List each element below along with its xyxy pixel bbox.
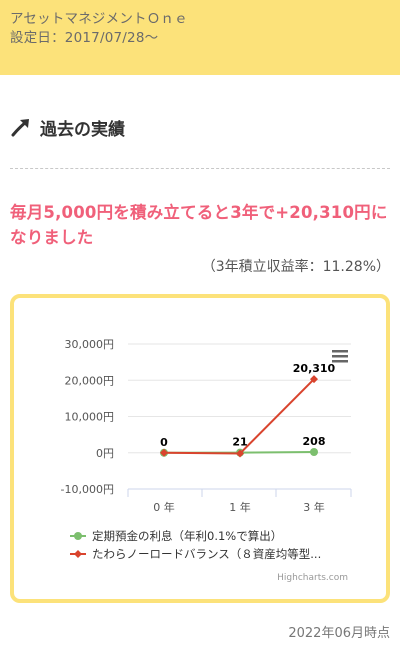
data-point bbox=[236, 449, 244, 458]
y-tick-label: -10,000円 bbox=[61, 483, 114, 496]
legend-marker[interactable] bbox=[74, 532, 82, 540]
legend-item-label[interactable]: たわらノーロードバランス（８資産均等型... bbox=[92, 547, 321, 561]
fund-name: アセットマネジメントＯｎｅ bbox=[10, 11, 188, 27]
data-label: 21 bbox=[232, 436, 247, 449]
data-label: 20,310 bbox=[293, 362, 336, 375]
fund-start-date: 設定日：2017/07/28～ bbox=[10, 30, 159, 46]
x-tick-label: 0 年 bbox=[153, 500, 175, 514]
data-point bbox=[310, 447, 318, 456]
y-tick-label: 30,000円 bbox=[65, 338, 115, 351]
menu-bar bbox=[332, 355, 348, 358]
result-headline: 毎月5,000円を積み立てると3年で+20,310円になりました bbox=[10, 203, 388, 247]
y-tick-label: 20,000円 bbox=[65, 374, 115, 387]
highcharts-credit[interactable]: Highcharts.com bbox=[277, 573, 348, 583]
result-return-rate: （3年積立収益率：11.28%） bbox=[201, 259, 390, 275]
section-title: 過去の実績 bbox=[40, 119, 125, 140]
data-point bbox=[160, 448, 168, 457]
legend-item-label[interactable]: 定期預金の利息（年利0.1%で算出） bbox=[92, 529, 282, 543]
menu-bar bbox=[332, 360, 348, 363]
as-of-date: 2022年06月時点 bbox=[288, 626, 390, 641]
x-tick-label: 1 年 bbox=[229, 500, 251, 514]
data-label: 208 bbox=[303, 435, 326, 448]
legend-marker[interactable] bbox=[74, 550, 82, 558]
divider bbox=[10, 168, 390, 169]
chart-menu-icon[interactable] bbox=[332, 350, 348, 363]
performance-chart: 30,000円 20,000円 10,000円 0円 -10,000円 0 年 1 年 3 年… bbox=[61, 338, 352, 583]
performance-chart-card: 30,000円 20,000円 10,000円 0円 -10,000円 0 年 1 年 3 年… bbox=[10, 294, 390, 603]
y-tick-label: 10,000円 bbox=[65, 411, 115, 424]
data-label: 0 bbox=[160, 436, 168, 449]
y-tick-label: 0円 bbox=[96, 447, 114, 460]
menu-bar bbox=[332, 350, 348, 353]
x-tick-label: 3 年 bbox=[303, 500, 325, 514]
section-heading: 過去の実績 bbox=[10, 112, 125, 142]
trend-up-arrow-icon bbox=[11, 119, 29, 137]
fund-header: アセットマネジメントＯｎｅ 設定日：2017/07/28～ bbox=[0, 0, 400, 75]
data-point bbox=[310, 375, 318, 384]
